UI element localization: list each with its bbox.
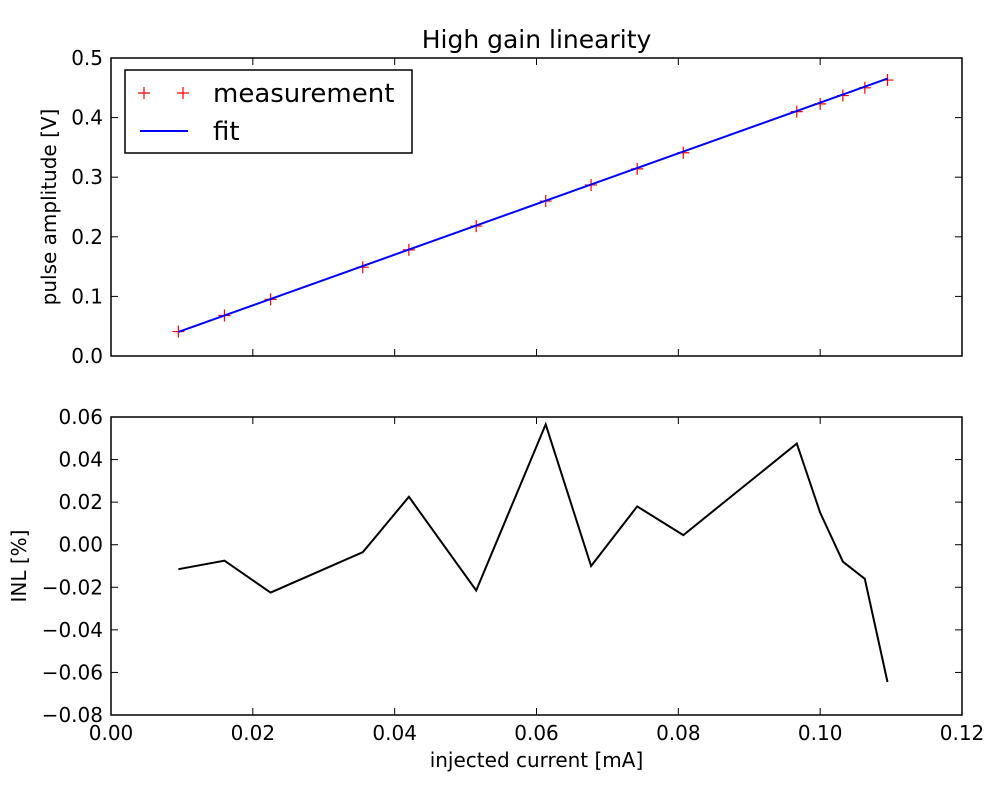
top-y-tick-label: 0.0	[71, 344, 103, 368]
bottom-y-tick-label: −0.04	[42, 618, 103, 642]
chart-title: High gain linearity	[422, 25, 652, 54]
bottom-x-tick-label: 0.10	[798, 721, 843, 745]
bottom-x-tick-label: 0.08	[656, 721, 701, 745]
top-y-tick-label: 0.2	[71, 225, 103, 249]
bottom-y-axis-label: INL [%]	[7, 530, 31, 603]
legend-measurement-marker	[138, 87, 150, 99]
bottom-x-tick-label: 0.06	[514, 721, 559, 745]
bottom-y-tick-label: −0.08	[42, 703, 103, 727]
legend-fit-label: fit	[213, 117, 240, 147]
bottom-x-tick-label: 0.02	[231, 721, 276, 745]
bottom-x-tick-label: 0.12	[940, 721, 985, 745]
bottom-y-tick-label: −0.06	[42, 660, 103, 684]
bottom-x-tick-label: 0.00	[89, 721, 134, 745]
top-y-tick-label: 0.1	[71, 284, 103, 308]
top-y-tick-label: 0.4	[71, 106, 103, 130]
bottom-y-tick-label: −0.02	[42, 575, 103, 599]
legend-box	[124, 69, 413, 154]
top-y-tick-label: 0.5	[71, 46, 103, 70]
bottom-x-tick-label: 0.04	[372, 721, 417, 745]
legend-measurement-marker	[177, 87, 189, 99]
bottom-x-axis-label: injected current [mA]	[430, 748, 644, 772]
bottom-y-tick-label: 0.02	[58, 490, 103, 514]
bottom-y-tick-label: 0.04	[58, 448, 103, 472]
bottom-y-tick-label: 0.06	[58, 405, 103, 429]
legend-measurement-label: measurement	[213, 79, 394, 109]
fit-line	[178, 77, 888, 333]
bottom-y-tick-label: 0.00	[58, 533, 103, 557]
inl-line	[178, 421, 889, 683]
top-y-axis-label: pulse amplitude [V]	[37, 109, 61, 306]
top-y-tick-label: 0.3	[71, 165, 103, 189]
